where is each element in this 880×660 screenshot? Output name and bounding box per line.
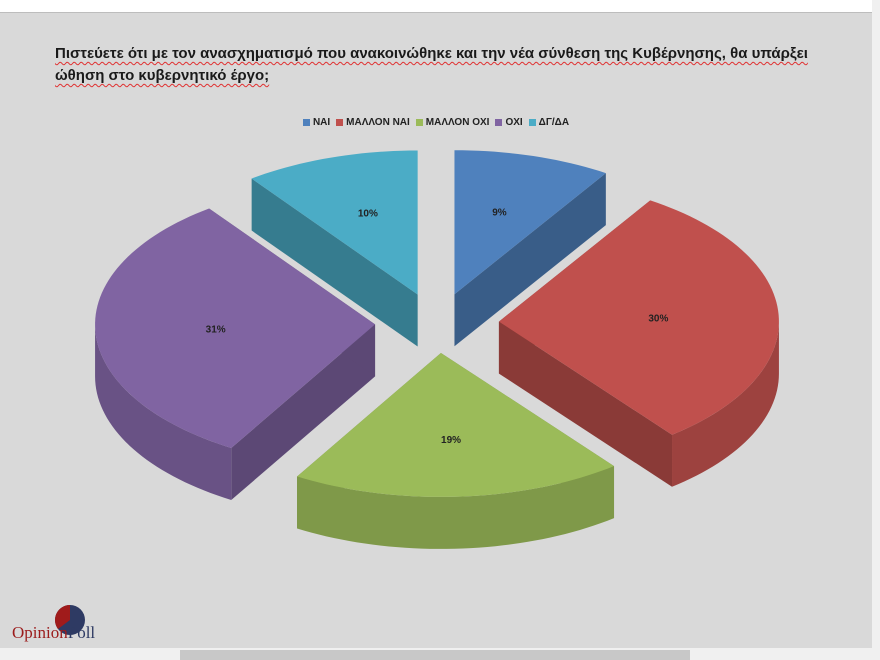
chart-title: Πιστεύετε ότι με τον ανασχηματισμό που α… <box>55 45 808 84</box>
legend-label: ΜΑΛΛΟΝ ΟΧΙ <box>425 117 490 128</box>
data-label: 10% <box>358 208 378 219</box>
slice-top <box>498 200 779 435</box>
slice-side-wall <box>454 173 606 347</box>
pie-slice-3 <box>95 208 376 500</box>
vertical-scrollbar[interactable] <box>872 0 880 648</box>
slice-side-wall <box>251 178 418 347</box>
legend-swatch <box>415 119 423 126</box>
slice-top <box>95 208 376 448</box>
slice-outer-wall <box>95 324 232 500</box>
data-label: 31% <box>206 325 226 336</box>
data-label: 9% <box>492 207 507 218</box>
slice-top <box>454 150 606 295</box>
data-label: 30% <box>648 313 668 324</box>
data-label: 19% <box>441 435 461 446</box>
legend-item: ΜΑΛΛΟΝ ΟΧΙ <box>415 117 490 128</box>
legend-label: ΔΓ/ΔΑ <box>538 117 570 128</box>
slice-top <box>297 352 615 497</box>
legend-swatch <box>302 119 310 126</box>
legend-label: ΜΑΛΛΟΝ ΝΑΙ <box>346 117 410 128</box>
legend-swatch <box>495 119 503 126</box>
slice-outer-wall <box>672 321 779 487</box>
pie-slice-0 <box>454 150 606 347</box>
legend: ΝΑΙ ΜΑΛΛΟΝ ΝΑΙ ΜΑΛΛΟΝ ΟΧΙ ΟΧΙ ΔΓ/ΔΑ <box>0 117 872 129</box>
legend-item: ΜΑΛΛΟΝ ΝΑΙ <box>336 117 410 128</box>
legend-swatch <box>336 119 344 126</box>
horizontal-scrollbar-thumb[interactable] <box>180 650 690 660</box>
legend-item: ΟΧΙ <box>495 117 523 128</box>
pie-slice-1 <box>498 200 779 487</box>
logo-text: OpinionPoll <box>12 623 96 642</box>
pie-slice-2 <box>297 352 615 549</box>
pie-slice-4 <box>251 150 418 347</box>
legend-item: ΝΑΙ <box>302 117 331 128</box>
opinionpoll-logo <box>55 605 85 635</box>
legend-item: ΔΓ/ΔΑ <box>528 117 570 128</box>
slice-outer-wall <box>297 466 615 549</box>
pie-chart: 9% 30% 19% 31% 10% <box>95 150 779 549</box>
legend-swatch <box>528 119 536 126</box>
slice-side-wall <box>498 321 673 487</box>
legend-label: ΟΧΙ <box>505 117 523 128</box>
slice-top <box>251 150 418 295</box>
slice-side-wall <box>231 324 376 500</box>
legend-label: ΝΑΙ <box>312 117 331 128</box>
